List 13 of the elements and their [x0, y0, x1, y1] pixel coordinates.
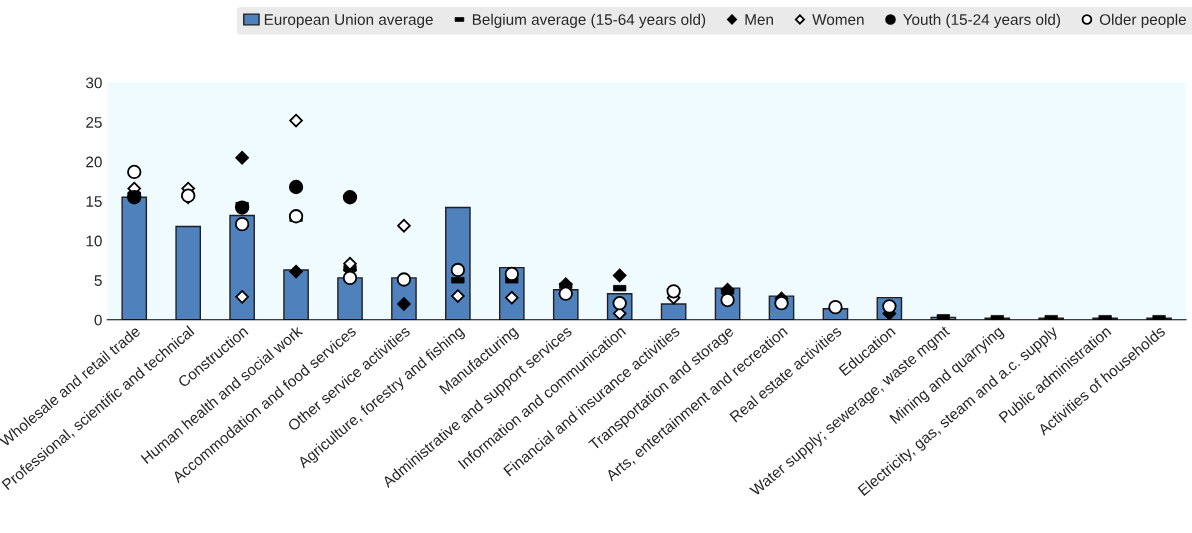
y-tick-label: 20: [86, 156, 102, 168]
y-tick-label: 25: [86, 117, 102, 128]
y-tick-label: 10: [86, 235, 102, 247]
legend-label: Older people: [1099, 13, 1186, 28]
legend-label: European Union average: [264, 13, 433, 28]
legend-label: Men: [745, 14, 773, 25]
legend-label: Belgium average (15-64 years old): [472, 13, 706, 28]
legend-label: Women: [812, 14, 864, 25]
y-tick-label: 5: [94, 275, 102, 286]
y-tick-label: 0: [94, 314, 102, 326]
y-tick-label: 30: [86, 77, 102, 89]
legend-label: Youth (15-24 years old): [903, 13, 1061, 28]
y-tick-label: 15: [86, 196, 102, 207]
